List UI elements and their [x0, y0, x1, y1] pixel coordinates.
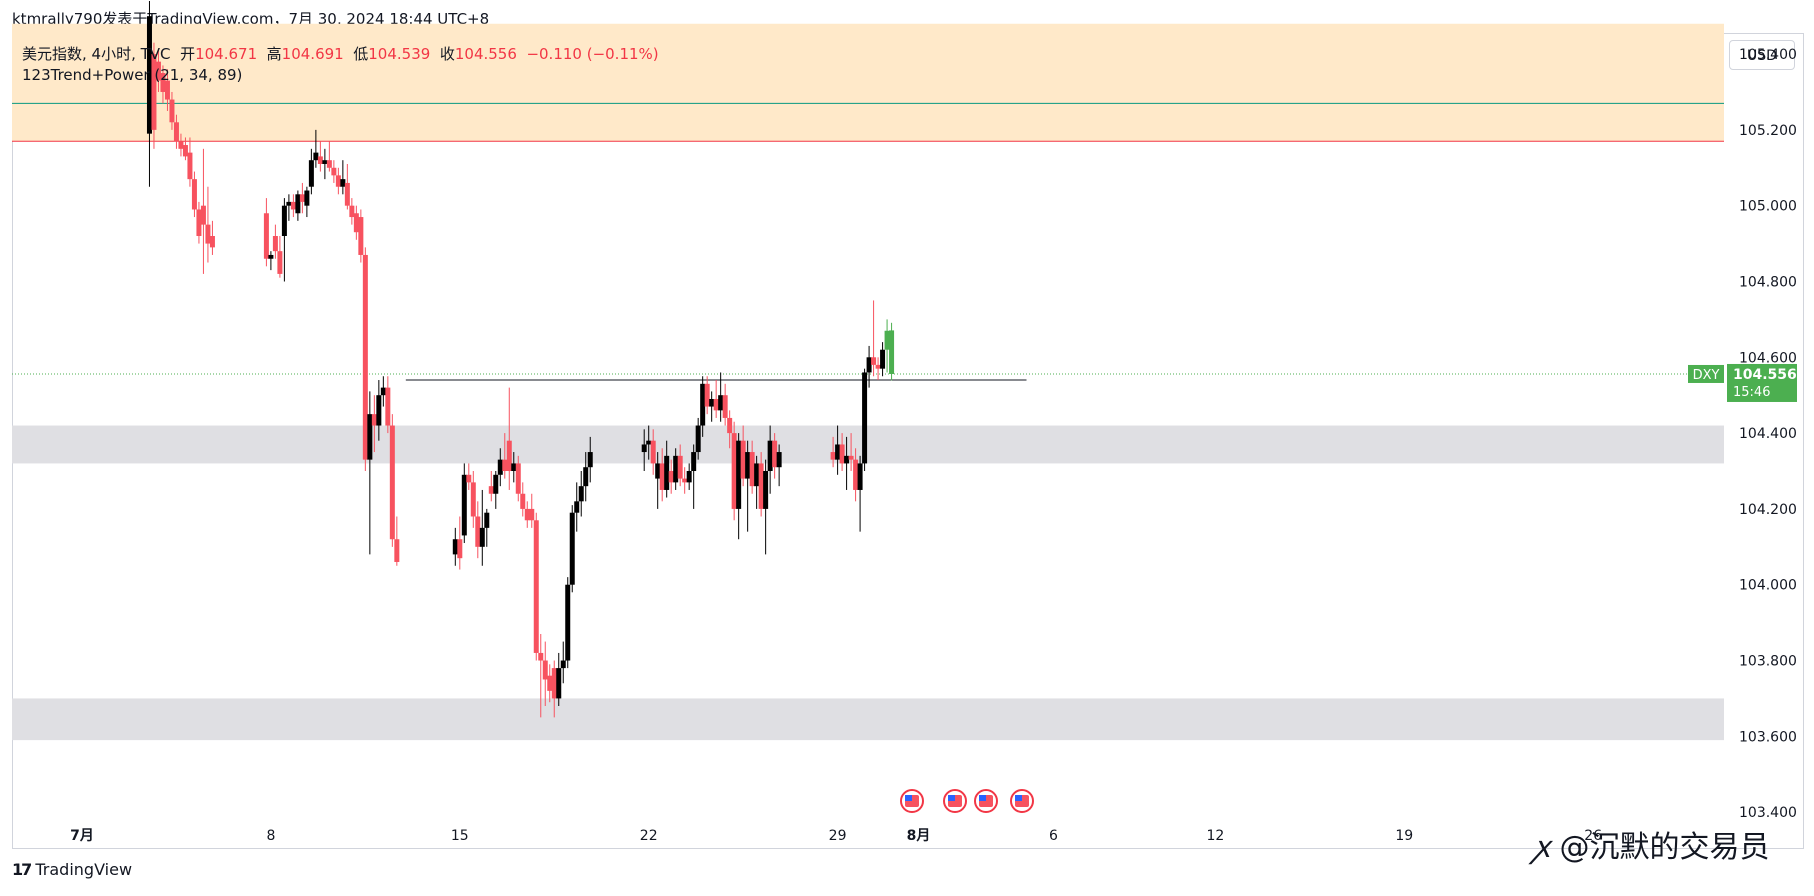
publish-info: ktmrally790发表于TradingView.com，7月 30, 202…	[12, 10, 490, 28]
author-watermark: ꭗ @沉默的交易员	[1534, 822, 1769, 866]
legend-open-label: 开	[180, 45, 196, 63]
legend-high-label: 高	[266, 45, 282, 63]
currency-button[interactable]: USD	[1729, 40, 1795, 70]
legend-high: 104.691	[281, 45, 344, 63]
legend-change: −0.110 (−0.11%)	[526, 45, 659, 63]
legend-indicator[interactable]: 123Trend+Power (21, 34, 89)	[22, 66, 243, 84]
legend-low-label: 低	[353, 45, 369, 63]
tradingview-logo[interactable]: 17 TradingView	[12, 860, 132, 879]
watermark-logo-icon: ꭗ	[1534, 830, 1550, 865]
legend-close: 104.556	[454, 45, 517, 63]
legend-symbol[interactable]: 美元指数, 4小时, TVC	[22, 45, 171, 63]
chart-pane[interactable]	[12, 33, 1804, 849]
tv-logo-icon: 17	[12, 860, 32, 879]
legend-open: 104.671	[195, 45, 258, 63]
legend-ohlc-row: 美元指数, 4小时, TVC 开104.671 高104.691 低104.53…	[22, 44, 659, 65]
watermark-text: @沉默的交易员	[1559, 830, 1770, 865]
chart-legend: 美元指数, 4小时, TVC 开104.671 高104.691 低104.53…	[22, 44, 659, 86]
brand-text: TradingView	[35, 860, 133, 879]
legend-low: 104.539	[368, 45, 431, 63]
legend-close-label: 收	[439, 45, 455, 63]
